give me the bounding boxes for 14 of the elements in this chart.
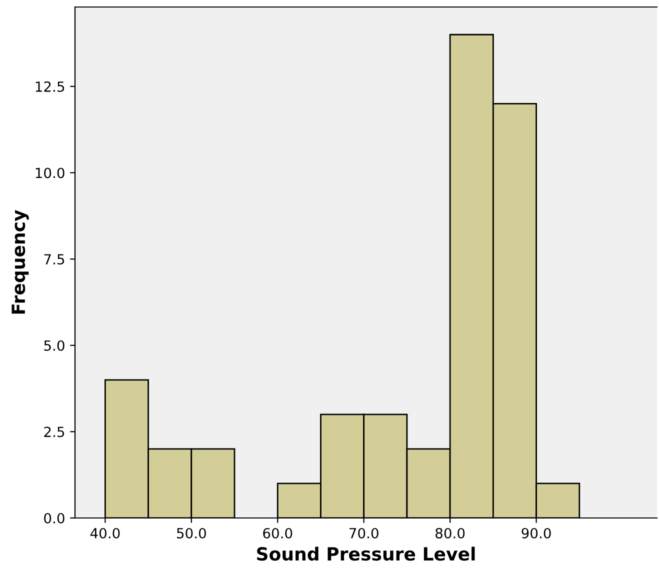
y-tick-label: 5.0 (44, 340, 64, 351)
x-tick-label: 70.0 (350, 528, 378, 538)
y-tick-label: 7.5 (44, 254, 64, 265)
y-tick-label: 2.5 (44, 426, 64, 438)
x-tick-label: 50.0 (177, 528, 206, 538)
x-axis-title: Sound Pressure Level (257, 546, 475, 561)
x-tick-label: 80.0 (436, 528, 465, 538)
y-tick-label: 0.0 (44, 512, 64, 524)
x-tick-label: 60.0 (263, 528, 292, 538)
y-axis-title: Frequency (12, 210, 29, 314)
x-tick-label: 90.0 (522, 528, 551, 538)
y-tick-label: 12.5 (36, 81, 64, 92)
x-tick-label: 40.0 (90, 528, 120, 538)
y-tick-label: 10.0 (36, 168, 64, 178)
